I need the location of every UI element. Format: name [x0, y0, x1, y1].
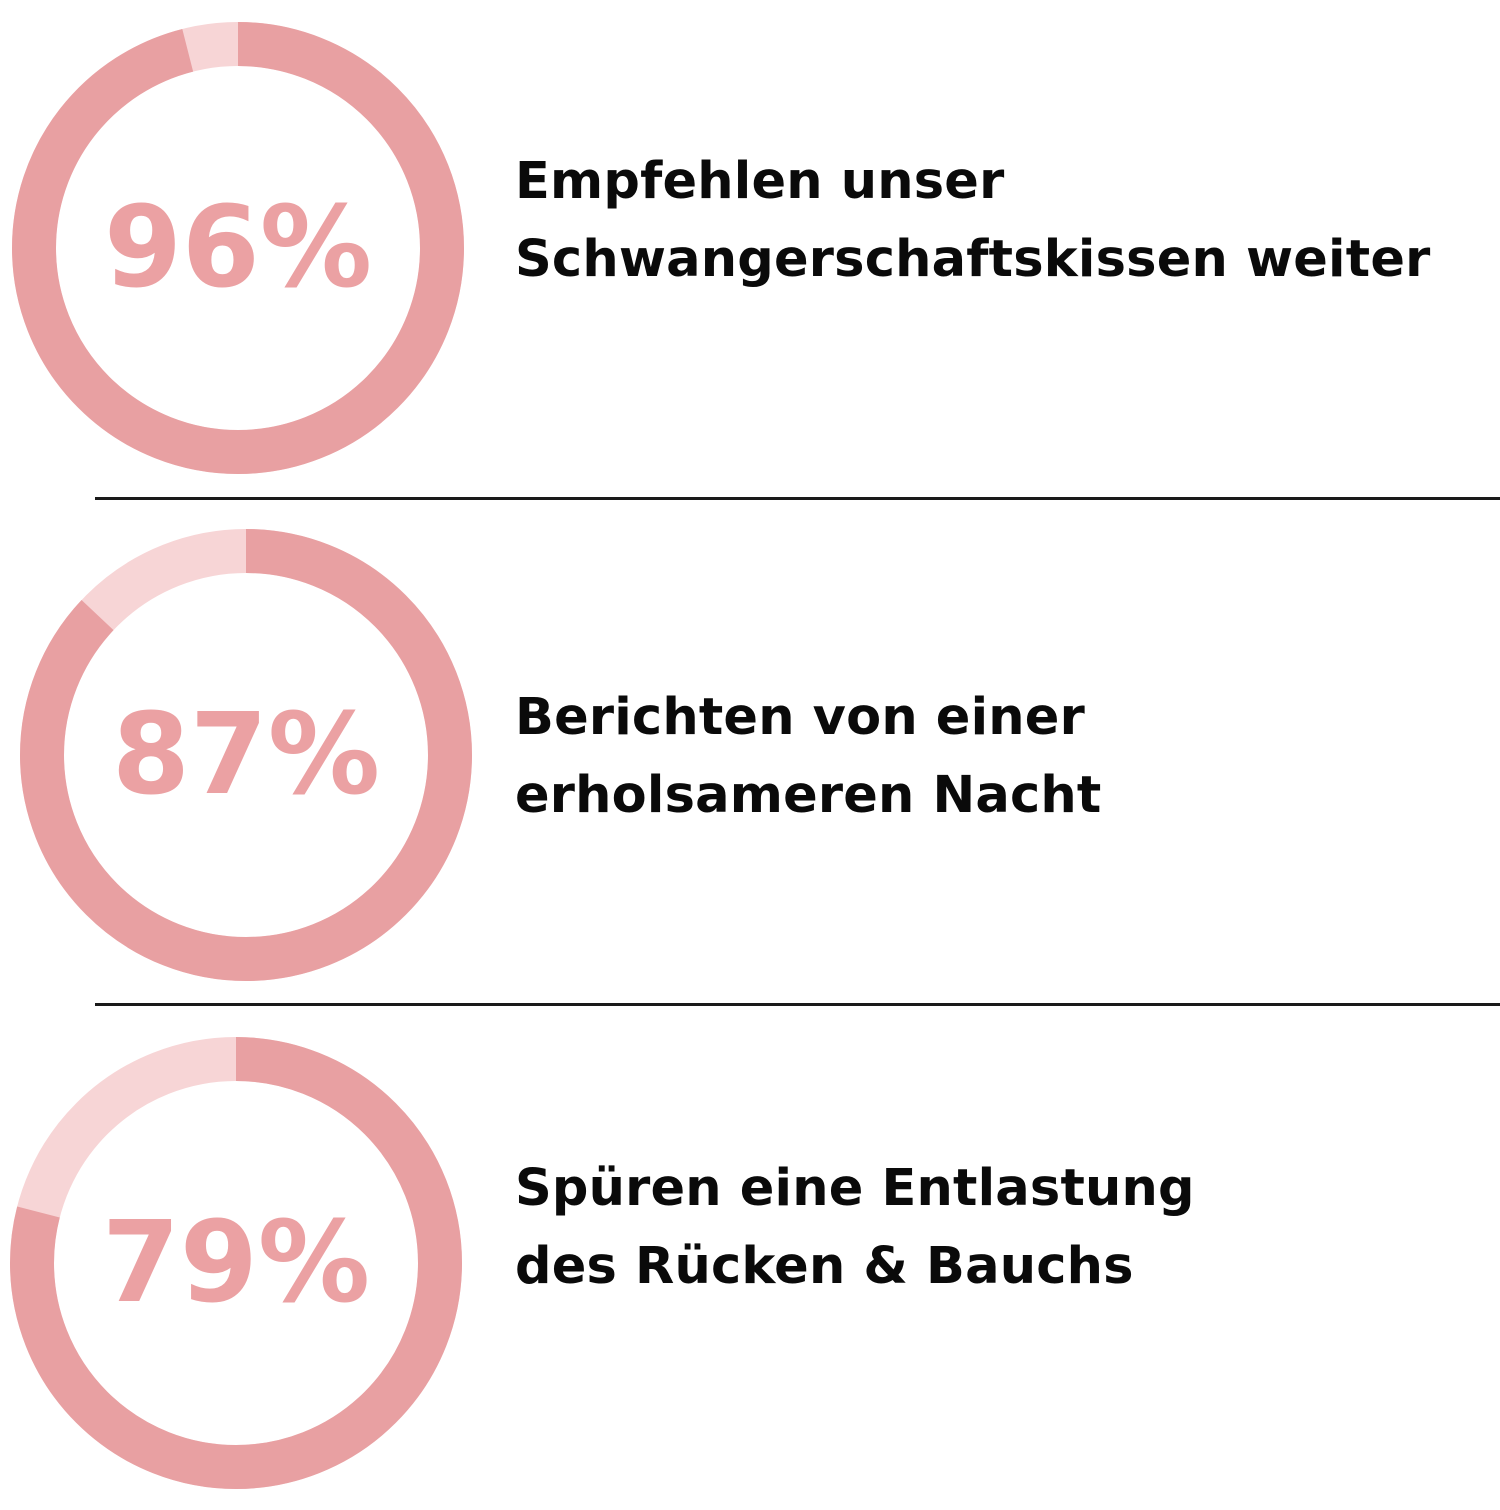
stat-caption-2-line-2: erholsameren Nacht — [515, 766, 1102, 825]
stat-caption-3-line-1: Spüren eine Entlastung — [515, 1159, 1195, 1218]
donut-svg-2: 87% — [20, 529, 472, 981]
donut-svg-3: 79% — [10, 1037, 462, 1489]
donut-percent-label-2: 87% — [112, 690, 380, 820]
donut-arc-3 — [10, 1037, 462, 1489]
stat-caption-1-line-1: Empfehlen unser — [515, 152, 1005, 211]
donut-chart-2: 87% — [16, 525, 476, 985]
divider-1 — [95, 497, 1500, 500]
stat-caption-1-line-2: Schwangerschaftskissen weiter — [515, 230, 1431, 289]
donut-arc-1 — [12, 22, 464, 474]
stat-caption-1: Empfehlen unser Schwangerschaftskissen w… — [515, 143, 1485, 299]
donut-arc-2 — [20, 529, 472, 981]
divider-2 — [95, 1003, 1500, 1006]
stat-caption-2: Berichten von einer erholsameren Nacht — [515, 679, 1485, 835]
donut-chart-3: 79% — [6, 1033, 466, 1493]
donut-svg-1: 96% — [12, 22, 464, 474]
stat-row-2: 87% Berichten von einer erholsameren Nac… — [0, 505, 1500, 1005]
stat-caption-3: Spüren eine Entlastung des Rücken & Bauc… — [515, 1150, 1485, 1306]
donut-percent-label-1: 96% — [104, 183, 372, 313]
donut-chart-1: 96% — [8, 18, 468, 478]
donut-percent-label-3: 79% — [102, 1198, 370, 1328]
stat-caption-3-line-2: des Rücken & Bauchs — [515, 1237, 1134, 1296]
stat-row-3: 79% Spüren eine Entlastung des Rücken & … — [0, 1010, 1500, 1510]
stat-row-1: 96% Empfehlen unser Schwangerschaftskiss… — [0, 0, 1500, 500]
stat-caption-2-line-1: Berichten von einer — [515, 688, 1085, 747]
